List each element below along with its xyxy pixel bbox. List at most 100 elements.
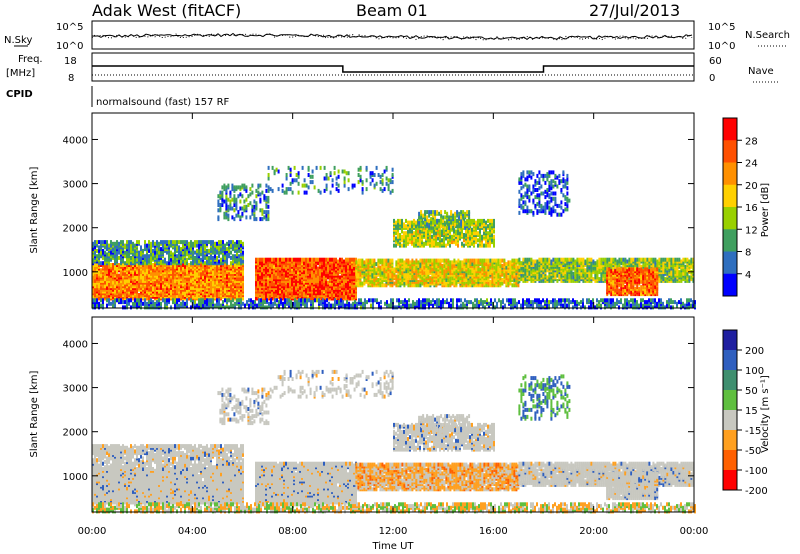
data-cell [343,270,345,275]
data-cell [440,217,443,222]
data-cell [114,284,116,289]
data-cell [413,241,415,246]
data-cell [405,224,407,229]
data-cell [238,254,240,259]
data-cell [427,258,430,263]
data-cell [395,260,398,265]
data-cell [206,240,208,245]
data-cell [106,285,108,290]
data-cell [445,243,447,248]
data-cell [146,243,148,248]
data-cell [405,218,407,223]
data-cell [158,241,160,246]
data-cell [176,240,178,245]
data-cell [449,229,451,234]
data-cell [124,254,126,259]
data-cell [210,285,212,290]
data-cell [465,258,468,263]
data-cell [430,225,433,230]
data-cell [495,258,498,263]
data-cell [401,224,403,229]
data-cell [497,258,500,263]
data-cell [154,250,156,255]
data-cell [473,236,475,241]
data-cell [140,294,142,299]
data-cell [431,229,433,234]
data-cell [428,218,431,223]
data-cell [425,241,427,246]
data-cell [465,272,468,277]
data-cell [281,293,283,297]
data-cell [397,231,399,236]
data-cell [343,259,345,264]
data-cell [509,278,512,282]
data-cell [178,266,180,271]
data-cell [228,240,230,245]
data-cell [188,277,190,282]
data-cell [271,257,273,262]
data-cell [454,222,457,227]
data-cell [102,261,104,266]
data-cell [200,263,202,267]
data-cell [178,245,180,250]
data-cell [361,274,364,279]
data-cell [397,218,399,223]
data-cell [345,275,347,280]
data-cell [467,274,470,279]
data-cell [202,243,204,248]
data-cell [409,281,412,286]
data-cell [122,257,124,262]
data-cell [391,267,394,272]
data-cell [445,281,448,286]
data-cell [421,276,424,281]
data-cell [122,240,124,245]
data-cell [399,233,401,237]
data-cell [417,229,419,234]
data-cell [303,257,305,262]
data-cell [114,254,116,259]
data-cell [210,240,212,245]
data-cell [383,263,386,268]
data-cell [319,291,321,296]
data-cell [291,291,293,296]
data-cell [178,259,180,264]
data-cell [479,272,482,277]
data-cell [200,240,202,245]
data-cell [511,283,514,288]
data-cell [142,261,144,266]
data-cell [130,255,132,260]
data-cell [409,276,412,281]
data-cell [428,224,431,229]
data-cell [489,236,491,241]
data-cell [437,258,440,263]
data-cell [359,258,362,263]
data-cell [228,248,230,253]
data-cell [403,281,406,286]
data-cell [487,224,489,229]
data-cell [291,278,293,283]
data-cell [128,240,130,245]
data-cell [162,259,164,264]
data-cell [178,240,180,245]
data-cell [240,293,242,297]
data-cell [333,266,335,271]
data-cell [430,217,433,222]
data-cell [132,259,134,264]
data-cell [442,218,445,223]
data-cell [102,284,104,289]
data-cell [489,225,491,230]
data-cell [479,227,481,232]
data-cell [409,229,411,234]
data-cell [407,225,409,230]
data-cell [230,250,232,255]
data-cell [487,231,489,236]
data-cell [112,263,114,267]
data-cell [505,276,508,281]
data-cell [170,270,172,275]
data-cell [150,245,152,250]
data-cell [438,211,441,216]
data-cell [202,240,204,245]
data-cell [515,281,518,286]
data-cell [441,278,444,282]
data-cell [226,254,228,259]
